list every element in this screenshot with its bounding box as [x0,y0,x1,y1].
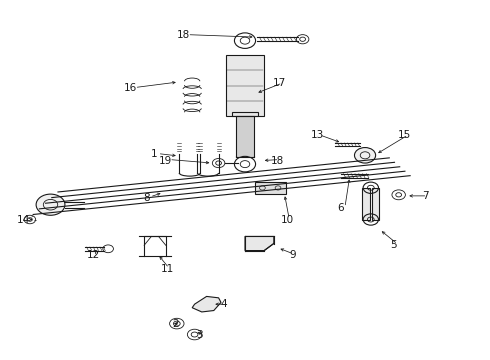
Text: 18: 18 [271,156,284,166]
Text: 2: 2 [172,319,179,329]
Text: 8: 8 [143,193,150,203]
Polygon shape [226,55,264,117]
Text: 11: 11 [161,264,174,274]
Text: 14: 14 [17,215,30,225]
Text: 4: 4 [220,299,227,309]
Text: 6: 6 [338,203,344,213]
Polygon shape [245,237,274,251]
Polygon shape [372,188,379,220]
Text: 18: 18 [177,30,190,40]
Text: 1: 1 [150,149,157,158]
Text: 7: 7 [422,191,428,201]
Text: 19: 19 [159,156,172,166]
Text: 12: 12 [87,250,100,260]
Text: 5: 5 [391,240,397,250]
Circle shape [354,148,376,163]
Text: 15: 15 [398,130,411,140]
Text: 10: 10 [281,215,294,225]
Text: 16: 16 [124,82,137,93]
Polygon shape [236,117,254,157]
Circle shape [36,194,65,215]
Text: 13: 13 [310,130,324,140]
Polygon shape [255,182,286,194]
Text: 3: 3 [196,329,203,339]
Text: 17: 17 [273,78,286,88]
Polygon shape [362,188,370,220]
Text: 9: 9 [290,250,296,260]
Polygon shape [192,296,221,312]
